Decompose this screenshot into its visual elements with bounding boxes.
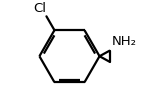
Text: NH₂: NH₂ xyxy=(112,35,137,48)
Text: Cl: Cl xyxy=(33,2,46,15)
